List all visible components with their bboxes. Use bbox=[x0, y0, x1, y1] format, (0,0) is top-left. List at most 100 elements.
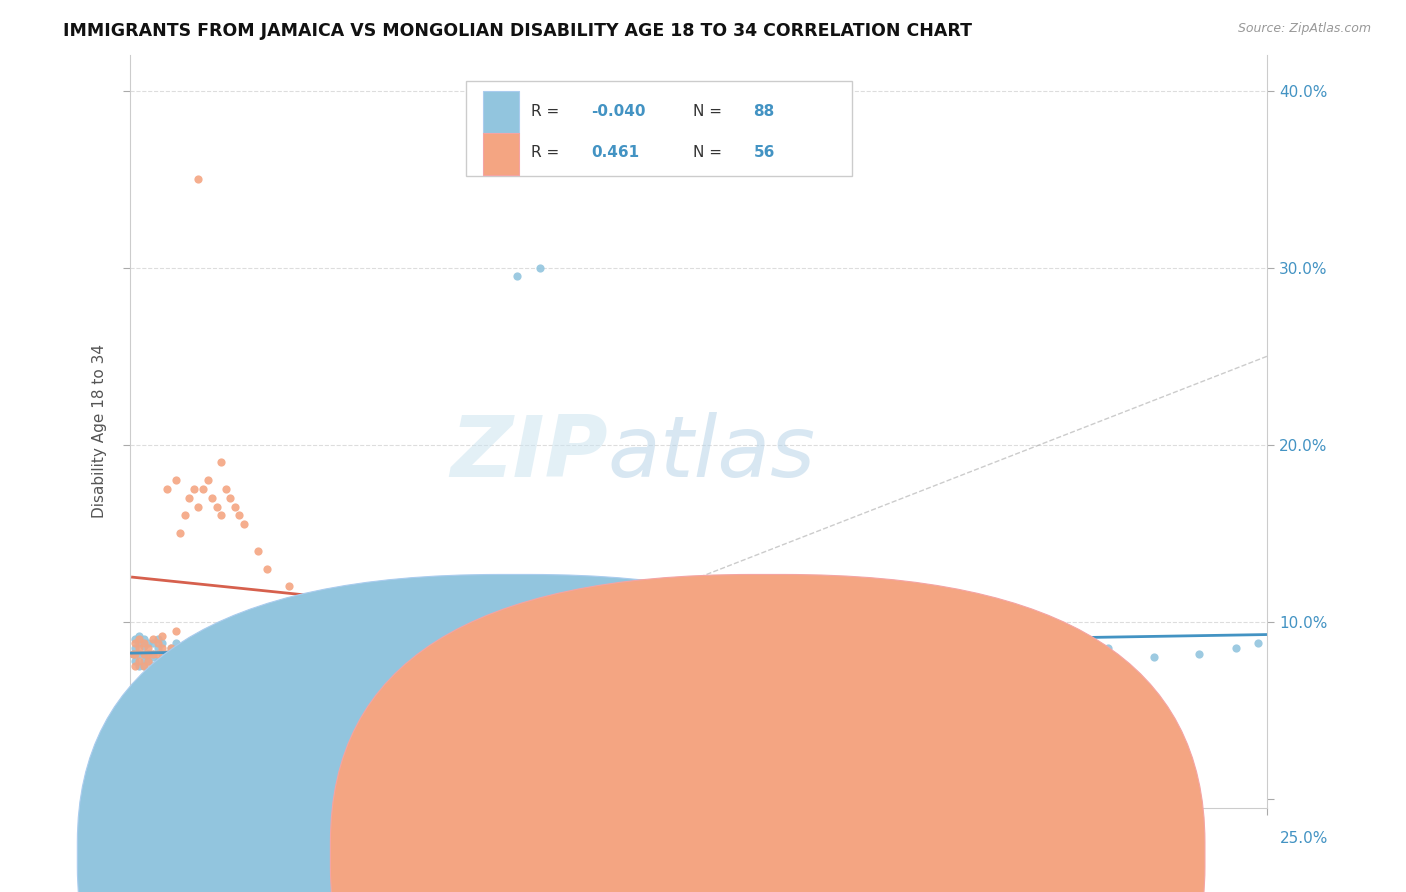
Point bbox=[124, 641, 146, 656]
Point bbox=[238, 647, 260, 661]
Text: Immigrants from Jamaica: Immigrants from Jamaica bbox=[537, 847, 730, 862]
Point bbox=[264, 654, 287, 668]
Point bbox=[191, 482, 214, 496]
Point bbox=[128, 659, 150, 673]
Point bbox=[529, 260, 551, 275]
Point bbox=[187, 650, 209, 665]
Point bbox=[983, 647, 1005, 661]
Point bbox=[246, 544, 269, 558]
Point bbox=[328, 647, 350, 661]
Point bbox=[142, 632, 165, 647]
Point bbox=[1247, 636, 1270, 650]
Point bbox=[121, 647, 143, 661]
Point bbox=[506, 269, 529, 284]
Point bbox=[209, 508, 232, 523]
Point bbox=[215, 482, 238, 496]
Point bbox=[209, 756, 232, 771]
Point bbox=[278, 579, 301, 593]
Point bbox=[392, 694, 415, 708]
Point bbox=[292, 650, 315, 665]
Point bbox=[142, 659, 165, 673]
Point bbox=[187, 500, 209, 514]
Point bbox=[132, 640, 155, 654]
Point bbox=[156, 482, 179, 496]
Point bbox=[142, 650, 165, 665]
Text: R =: R = bbox=[530, 104, 564, 119]
Point bbox=[551, 641, 574, 656]
Text: R =: R = bbox=[530, 145, 564, 161]
Text: 56: 56 bbox=[754, 145, 775, 161]
Point bbox=[437, 647, 460, 661]
Point bbox=[529, 654, 551, 668]
Point bbox=[150, 629, 173, 643]
Text: 88: 88 bbox=[754, 104, 775, 119]
Point bbox=[132, 636, 155, 650]
Point bbox=[124, 654, 146, 668]
Point bbox=[142, 647, 165, 661]
Point bbox=[165, 636, 187, 650]
Point bbox=[156, 650, 179, 665]
Text: IMMIGRANTS FROM JAMAICA VS MONGOLIAN DISABILITY AGE 18 TO 34 CORRELATION CHART: IMMIGRANTS FROM JAMAICA VS MONGOLIAN DIS… bbox=[63, 22, 973, 40]
Point bbox=[370, 641, 392, 656]
Text: Source: ZipAtlas.com: Source: ZipAtlas.com bbox=[1237, 22, 1371, 36]
Point bbox=[415, 647, 437, 661]
Point bbox=[124, 636, 146, 650]
Point bbox=[132, 659, 155, 673]
Point bbox=[138, 654, 160, 668]
Point bbox=[128, 636, 150, 650]
Point bbox=[346, 650, 368, 665]
Point bbox=[710, 659, 733, 673]
Text: 0.461: 0.461 bbox=[591, 145, 638, 161]
Point bbox=[142, 636, 165, 650]
Point bbox=[142, 647, 165, 661]
Point bbox=[574, 659, 596, 673]
Point bbox=[138, 654, 160, 668]
FancyBboxPatch shape bbox=[482, 91, 519, 133]
Point bbox=[128, 629, 150, 643]
Point bbox=[665, 650, 688, 665]
Point bbox=[437, 685, 460, 699]
Point bbox=[160, 641, 183, 656]
Point bbox=[756, 647, 779, 661]
Point bbox=[156, 647, 179, 661]
Point bbox=[620, 647, 643, 661]
Point bbox=[169, 526, 191, 541]
Point bbox=[209, 455, 232, 469]
Text: atlas: atlas bbox=[607, 412, 815, 495]
Text: N =: N = bbox=[693, 104, 727, 119]
Point bbox=[142, 659, 165, 673]
Point bbox=[128, 654, 150, 668]
Point bbox=[146, 641, 169, 656]
Point bbox=[128, 632, 150, 647]
Point bbox=[246, 650, 269, 665]
Point bbox=[938, 647, 960, 661]
Point bbox=[323, 615, 346, 629]
Point bbox=[846, 641, 869, 656]
Point bbox=[1188, 647, 1211, 661]
Point bbox=[132, 659, 155, 673]
Point bbox=[1143, 650, 1166, 665]
Point bbox=[233, 517, 256, 532]
Point bbox=[665, 647, 688, 661]
Point bbox=[506, 647, 529, 661]
Text: ZIP: ZIP bbox=[450, 412, 607, 495]
Point bbox=[529, 650, 551, 665]
Point bbox=[169, 650, 191, 665]
Point bbox=[183, 659, 205, 673]
Point bbox=[150, 659, 173, 673]
Point bbox=[256, 561, 278, 575]
Point bbox=[165, 624, 187, 638]
Point bbox=[138, 641, 160, 656]
Point bbox=[179, 647, 201, 661]
Text: N =: N = bbox=[693, 145, 727, 161]
Point bbox=[197, 654, 219, 668]
Point bbox=[370, 632, 392, 647]
Point bbox=[301, 641, 323, 656]
Point bbox=[173, 508, 195, 523]
Point bbox=[179, 491, 201, 505]
Point bbox=[146, 647, 169, 661]
Text: -0.040: -0.040 bbox=[591, 104, 645, 119]
Point bbox=[346, 624, 368, 638]
Point bbox=[146, 654, 169, 668]
Point bbox=[392, 641, 415, 656]
